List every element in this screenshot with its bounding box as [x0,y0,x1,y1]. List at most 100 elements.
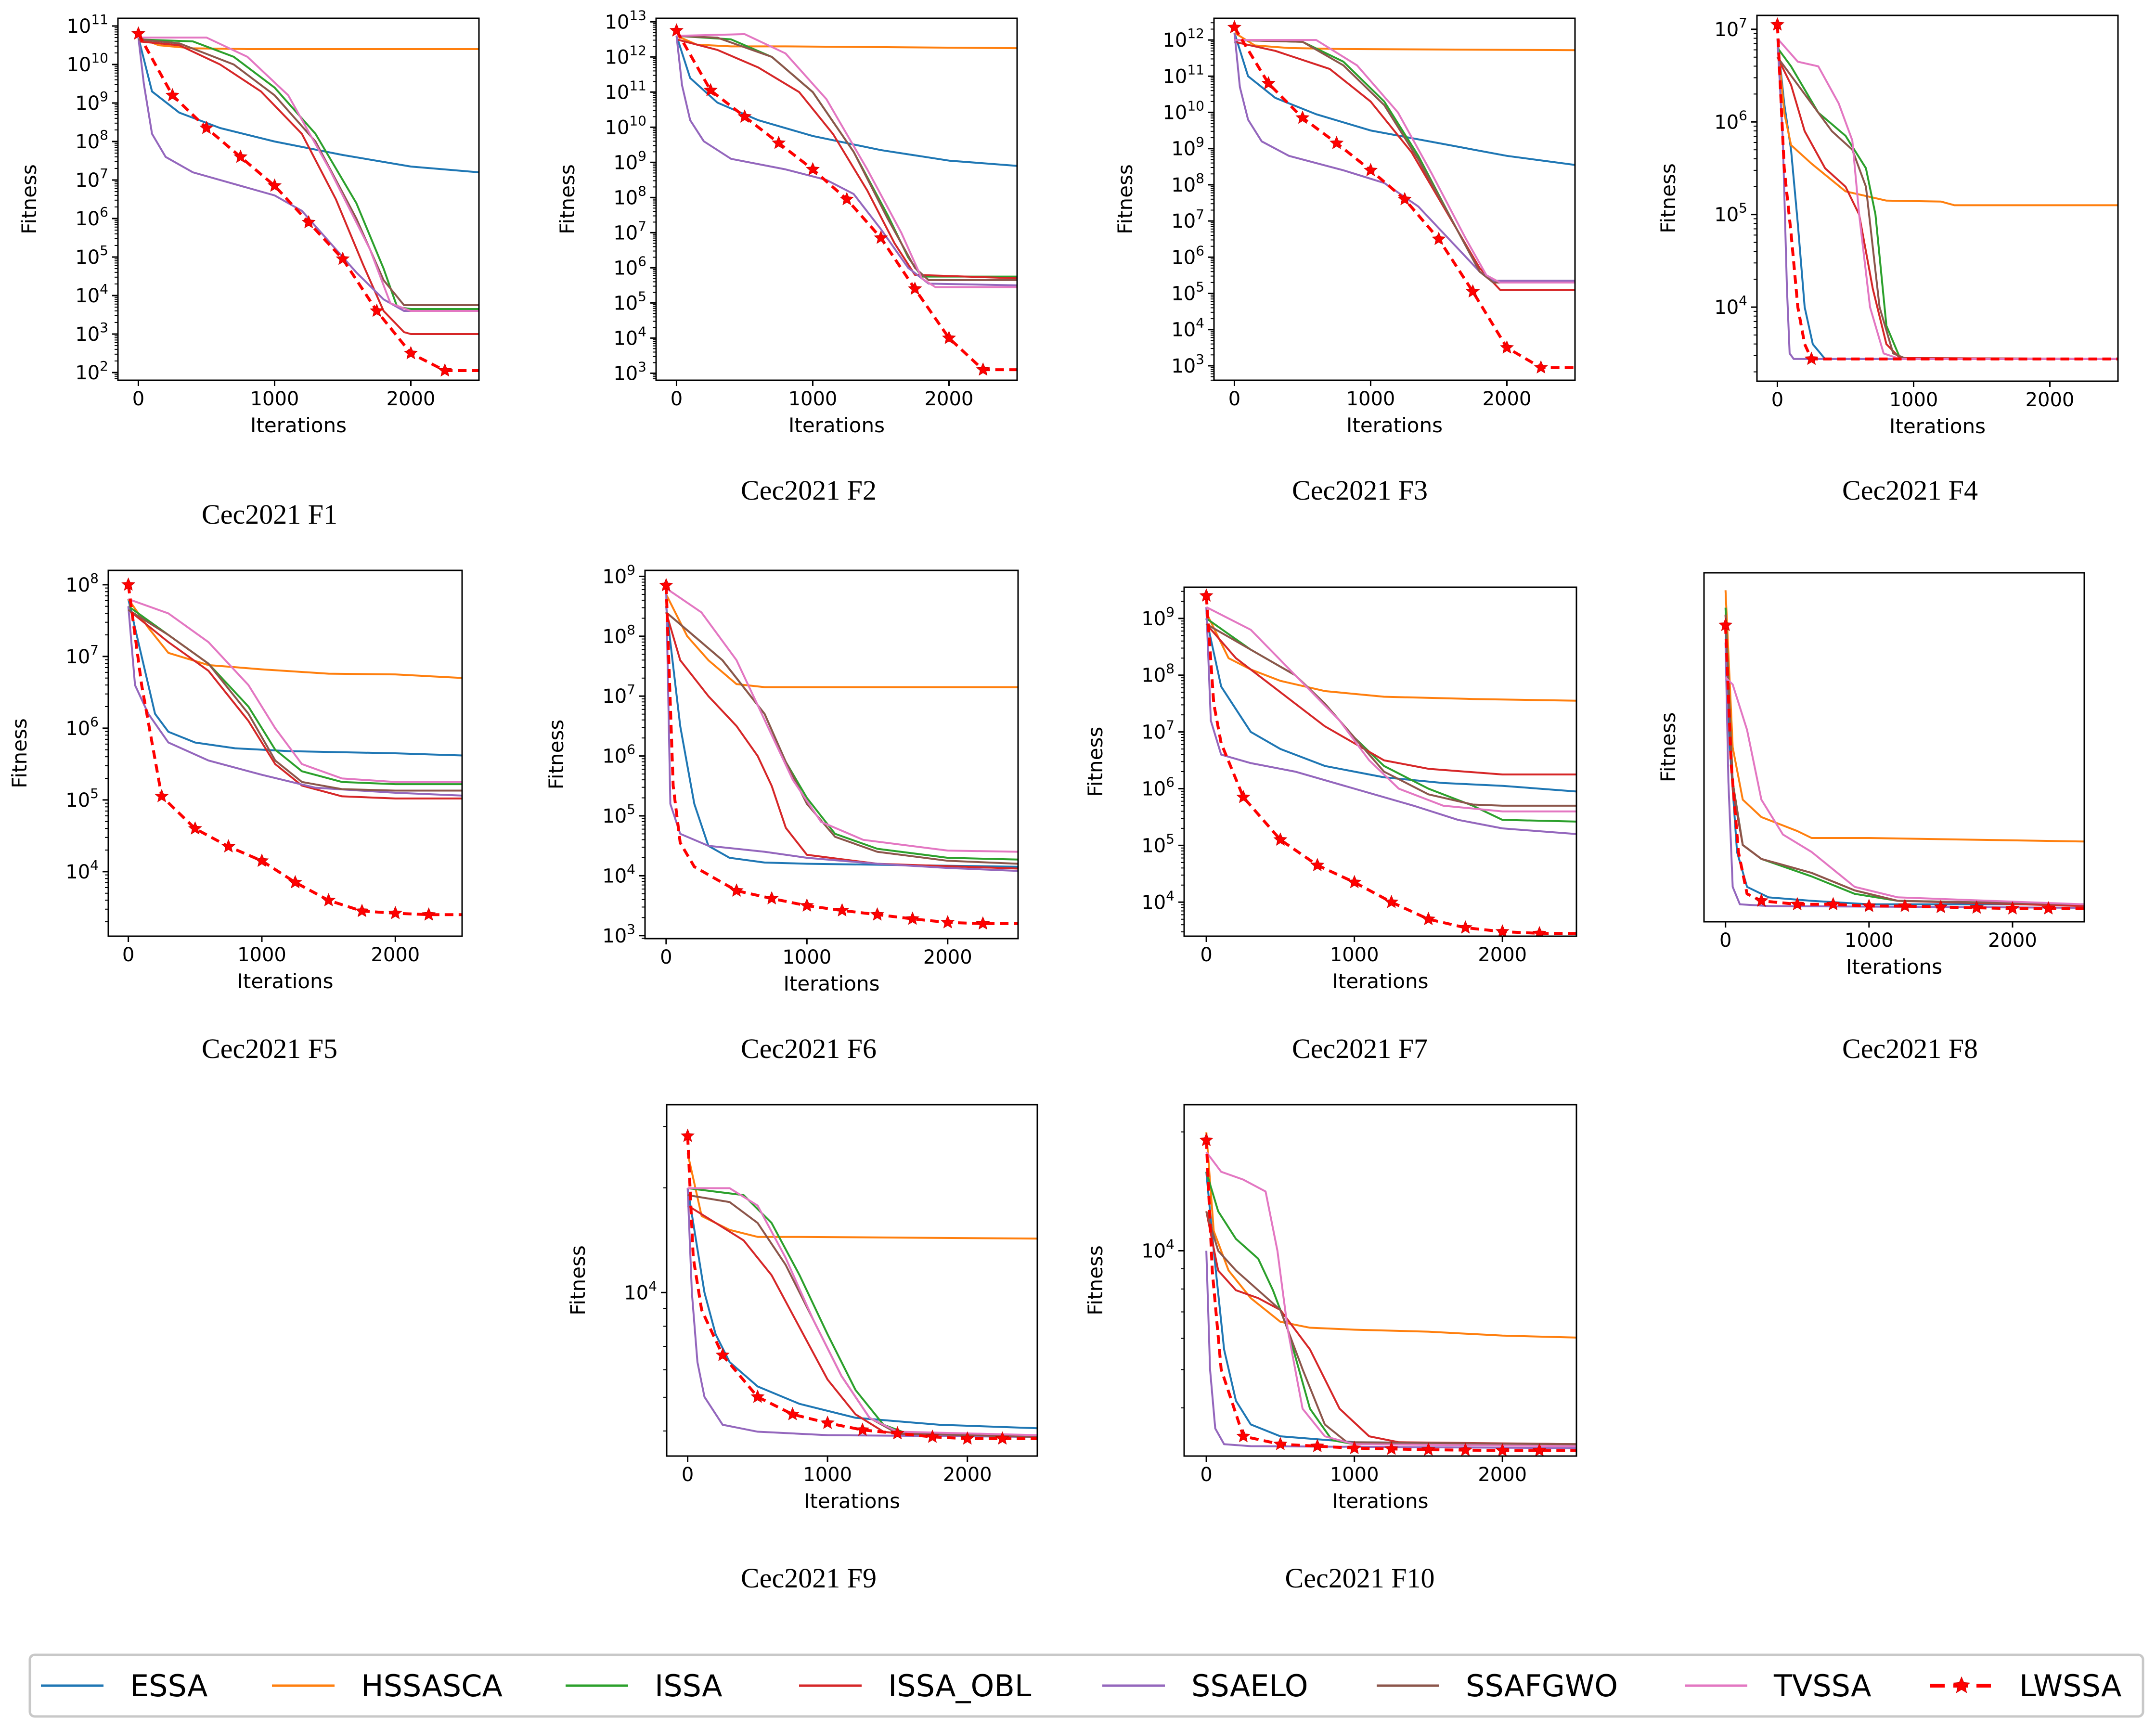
panel-1: 0 1000 2000 102 103 104 105 106 107 108 109 1010 101… [17,12,480,530]
x-tick-label: 1000 [1845,929,1894,952]
lwssa-marker [1330,136,1344,149]
x-tick-label: 1000 [237,944,286,966]
panel-caption: Cec2021 F4 [1842,475,1978,506]
series-line-ssafgwo [687,1194,1037,1438]
y-tick-label: 108 [75,127,108,153]
x-tick-label: 0 [1771,389,1783,411]
y-tick-label: 1010 [66,50,108,76]
y-tick-label: 108 [602,622,635,648]
y-axis-label: Fitness [17,164,41,234]
y-tick-label: 1011 [1162,62,1204,88]
panel-2: 0 1000 2000 103 104 105 106 107 108 109 1010 1011 10… [555,7,1018,506]
x-axis-label: Iterations [783,972,879,995]
x-tick-label: 1000 [782,946,831,968]
series-line-issa_obl [1724,614,2084,907]
axes-frame [644,569,1019,940]
legend-entry-ssaelo: SSAELO [1102,1668,1308,1703]
lwssa-marker [1432,232,1446,245]
y-tick-label: 102 [75,358,108,384]
y-tick-label: 103 [602,921,635,947]
x-tick-label: 2000 [943,1464,992,1486]
series-line-issa [687,1187,1037,1438]
lwssa-marker [925,1429,940,1443]
series-group [659,578,1018,930]
y-tick-label: 106 [1714,107,1747,133]
legend-entry-lwssa: LWSSA [1930,1668,2121,1703]
series-line-ssaelo [665,588,1018,872]
panel-caption: Cec2021 F10 [1285,1562,1435,1594]
series-line-hssasca [1205,1132,1576,1339]
series-line-ssaelo [686,1188,1037,1438]
series-line-ssaelo [127,606,462,797]
y-tick-label: 105 [602,801,635,827]
y-tick-label: 1012 [605,42,646,68]
series-line-issa_obl [1205,1211,1576,1445]
y-tick-label: 108 [1141,661,1175,687]
lwssa-marker [1236,1429,1251,1443]
panel-6: 0 1000 2000 103 104 105 106 107 108 109 Iterations… [544,562,1019,1064]
legend-entry-issa: ISSA [566,1668,723,1703]
lwssa-marker [1532,926,1547,936]
lwssa-marker [1384,1441,1399,1455]
lwssa-marker [1227,20,1242,34]
y-tick-label: 108 [613,183,646,209]
lwssa-marker [1273,832,1288,846]
panel-caption: Cec2021 F2 [741,475,877,506]
lwssa-marker [890,1426,904,1440]
series-line-issa_obl [687,1204,1037,1438]
lwssa-marker [905,911,920,925]
series-line-tvssa [665,587,1018,853]
x-axis-label: Iterations [250,413,347,437]
x-axis-label: Iterations [1346,413,1443,437]
lwssa-marker [855,1422,870,1436]
panel-4: 0 1000 2000 104 105 106 107 Iterations Fitness Ce… [1656,14,2119,506]
lwssa-marker [737,109,752,123]
lwssa-marker [703,83,718,97]
series-group [121,577,462,921]
y-axis-label: Fitness [1656,163,1680,233]
series-line-issa_obl [665,612,1018,870]
panel-9: 0 1000 2000 104 Iterations Fitness Cec2021 F9 [566,1104,1038,1594]
series-line-issa [1776,47,2118,360]
x-tick-label: 0 [1200,944,1212,966]
legend-frame [28,1653,2144,1718]
series-line-essa [1724,625,2084,905]
lwssa-marker [1898,899,1912,912]
series-line-ssafgwo [1205,1211,1576,1445]
x-tick-label: 1000 [788,388,838,410]
series-line-ssafgwo [128,609,462,792]
legend-entry-tvssa: TVSSA [1685,1668,1872,1703]
legend-label: LWSSA [2019,1668,2121,1703]
series-line-issa_obl [138,40,479,335]
x-tick-label: 1000 [250,388,299,410]
y-tick-label: 104 [624,1278,657,1304]
lwssa-marker [1466,284,1480,298]
y-tick-label: 104 [1171,315,1204,341]
y-tick-label: 103 [613,359,646,385]
legend-label: ISSA_OBL [888,1668,1032,1703]
lwssa-marker [1804,351,1819,365]
lwssa-marker [1718,618,1733,632]
x-axis-label: Iterations [1889,414,1986,438]
legend-entry-ssafgwo: SSAFGWO [1377,1668,1618,1703]
y-tick-label: 109 [1171,134,1204,160]
series-group [1227,20,1575,374]
y-tick-label: 109 [75,89,108,115]
series-line-ssafgwo [1724,614,2084,905]
lwssa-marker [1261,76,1276,90]
x-tick-label: 1000 [1346,388,1395,410]
axes-frame [1756,14,2119,382]
y-axis-label: Fitness [8,718,31,788]
y-tick-label: 109 [602,562,635,588]
y-tick-label: 106 [65,714,99,740]
lwssa-marker [1754,893,1769,907]
series-line-tvssa [138,37,479,312]
panel-caption: Cec2021 F8 [1842,1033,1978,1064]
axes-frame [1183,1104,1577,1457]
lwssa-marker [960,1431,975,1445]
x-axis-label: Iterations [1332,969,1428,993]
series-line-issa [1205,618,1576,823]
panel-8: 0 1000 2000 Iterations Fitness Cec2021 F8 [1656,572,2085,1064]
y-tick-label: 107 [613,218,646,244]
series-line-hssasca [1724,590,2084,843]
